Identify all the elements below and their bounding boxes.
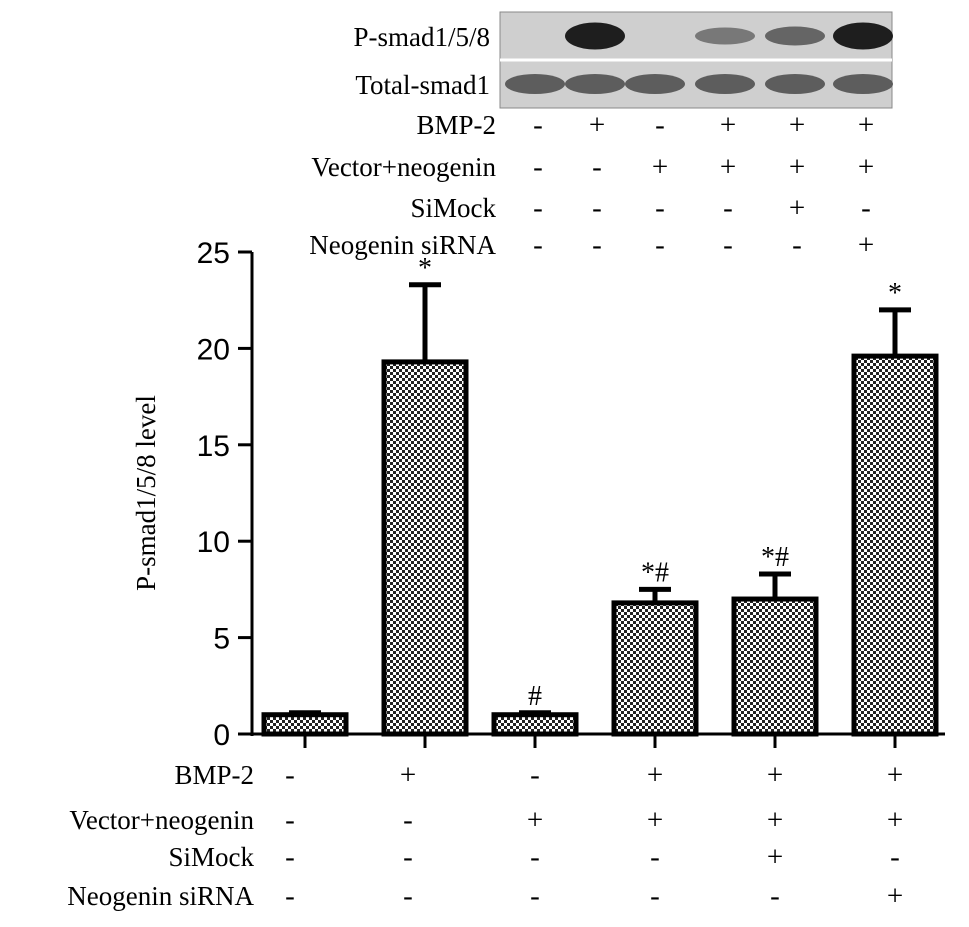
bottom-treatment-sign: - bbox=[530, 759, 540, 791]
bar bbox=[381, 359, 469, 737]
top-treatment-sign: + bbox=[589, 109, 605, 141]
top-treatment-sign: - bbox=[592, 192, 602, 224]
bottom-treatment-sign: + bbox=[767, 841, 783, 873]
y-tick-label: 15 bbox=[197, 430, 230, 463]
bottom-treatment-sign: + bbox=[767, 759, 783, 791]
treatment-table-top: BMP-2 - + - + + + Vector+neogenin - - + + + + SiMock - -… bbox=[309, 109, 874, 261]
bottom-treatment-sign: - bbox=[530, 880, 540, 912]
bottom-treatment-sign: - bbox=[403, 841, 413, 873]
blot-band bbox=[833, 74, 893, 94]
bar bbox=[611, 600, 699, 737]
blot-band bbox=[695, 74, 755, 94]
bottom-treatment-sign: - bbox=[285, 759, 295, 791]
bottom-treatment-sign: + bbox=[400, 759, 416, 791]
bottom-treatment-sign: + bbox=[647, 759, 663, 791]
top-treatment-sign: + bbox=[858, 151, 874, 183]
top-treatment-sign: + bbox=[652, 151, 668, 183]
bottom-treatment-sign: - bbox=[770, 880, 780, 912]
bottom-treatment-sign: - bbox=[285, 841, 295, 873]
top-treatment-sign: - bbox=[592, 151, 602, 183]
bottom-treatment-sign: + bbox=[887, 880, 903, 912]
top-treatment-sign: - bbox=[655, 192, 665, 224]
top-treatment-sign: - bbox=[592, 229, 602, 261]
bottom-treatment-label: SiMock bbox=[168, 842, 254, 872]
top-treatment-sign: + bbox=[789, 109, 805, 141]
top-treatment-sign: - bbox=[723, 229, 733, 261]
blot-band bbox=[695, 27, 755, 45]
significance-label: * bbox=[418, 253, 432, 284]
top-treatment-sign: + bbox=[789, 192, 805, 224]
top-treatment-label: SiMock bbox=[410, 193, 496, 223]
top-treatment-sign: + bbox=[789, 151, 805, 183]
top-treatment-label: BMP-2 bbox=[416, 110, 496, 140]
bottom-treatment-sign: - bbox=[285, 804, 295, 836]
significance-label: * bbox=[888, 278, 902, 309]
significance-label: *# bbox=[761, 542, 789, 573]
top-treatment-sign: - bbox=[655, 229, 665, 261]
blot-band bbox=[565, 74, 625, 94]
y-tick-label: 20 bbox=[197, 333, 230, 366]
top-treatment-sign: - bbox=[655, 109, 665, 141]
bottom-treatment-sign: - bbox=[890, 841, 900, 873]
bar bbox=[491, 712, 579, 737]
bar bbox=[851, 353, 939, 737]
bottom-treatment-sign: - bbox=[650, 880, 660, 912]
y-tick-label: 0 bbox=[213, 719, 230, 752]
y-tick-label: 25 bbox=[197, 237, 230, 270]
bottom-treatment-sign: + bbox=[767, 804, 783, 836]
bottom-treatment-label: BMP-2 bbox=[174, 760, 254, 790]
bottom-treatment-sign: + bbox=[887, 804, 903, 836]
blot-band bbox=[833, 22, 893, 50]
y-tick-label: 5 bbox=[213, 623, 230, 656]
top-treatment-sign: - bbox=[861, 192, 871, 224]
y-tick-label: 10 bbox=[197, 526, 230, 559]
bar bbox=[261, 712, 349, 737]
top-treatment-sign: - bbox=[792, 229, 802, 261]
top-treatment-label: Neogenin siRNA bbox=[309, 230, 496, 260]
bottom-treatment-sign: - bbox=[530, 841, 540, 873]
bottom-treatment-sign: - bbox=[650, 841, 660, 873]
bottom-treatment-label: Neogenin siRNA bbox=[67, 881, 254, 911]
significance-label: *# bbox=[641, 557, 669, 588]
bottom-treatment-sign: + bbox=[647, 804, 663, 836]
top-treatment-sign: - bbox=[723, 192, 733, 224]
bottom-treatment-label: Vector+neogenin bbox=[69, 805, 254, 835]
top-treatment-sign: + bbox=[858, 109, 874, 141]
western-blot: P-smad1/5/8 Total-smad1 bbox=[353, 11, 893, 109]
blot-band bbox=[505, 74, 565, 94]
top-treatment-label: Vector+neogenin bbox=[311, 152, 496, 182]
y-axis-title: P-smad1/5/8 level bbox=[131, 395, 161, 591]
blot-label: Total-smad1 bbox=[355, 70, 490, 100]
blot-band bbox=[625, 74, 685, 94]
top-treatment-sign: + bbox=[858, 229, 874, 261]
bar bbox=[731, 596, 819, 737]
blot-band bbox=[765, 26, 825, 46]
top-treatment-sign: - bbox=[533, 151, 543, 183]
top-treatment-sign: - bbox=[533, 192, 543, 224]
bottom-treatment-sign: + bbox=[887, 759, 903, 791]
significance-label: # bbox=[528, 681, 542, 712]
top-treatment-sign: + bbox=[720, 109, 736, 141]
blot-label: P-smad1/5/8 bbox=[353, 22, 490, 52]
bottom-treatment-sign: - bbox=[285, 880, 295, 912]
treatment-table-bottom: BMP-2 - + - + + + Vector+neogenin - - + + + + SiMock - -… bbox=[67, 759, 903, 912]
bottom-treatment-sign: - bbox=[403, 804, 413, 836]
blot-band bbox=[565, 22, 625, 50]
top-treatment-sign: - bbox=[533, 229, 543, 261]
top-treatment-sign: - bbox=[533, 109, 543, 141]
blot-band bbox=[765, 74, 825, 94]
bottom-treatment-sign: + bbox=[527, 804, 543, 836]
bottom-treatment-sign: - bbox=[403, 880, 413, 912]
top-treatment-sign: + bbox=[720, 151, 736, 183]
